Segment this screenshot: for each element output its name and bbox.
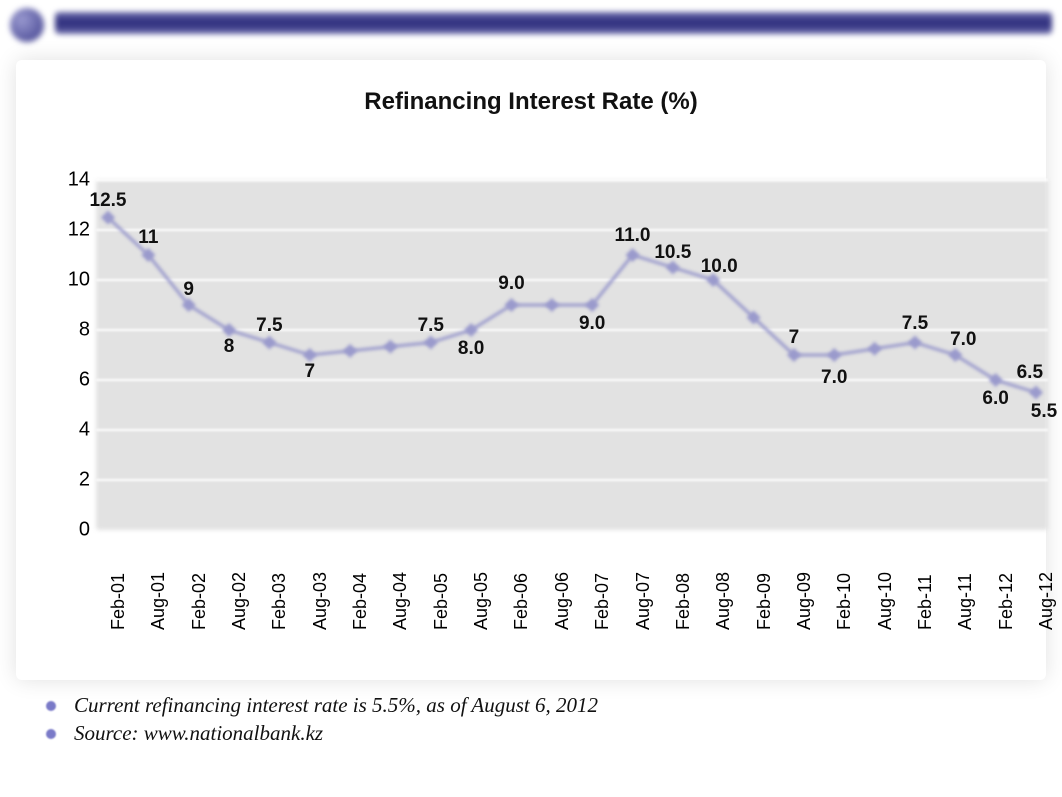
data-label: 12.5 xyxy=(90,190,127,212)
data-label: 9 xyxy=(183,279,194,301)
line-svg xyxy=(50,150,1050,660)
note-item: Source: www.nationalbank.kz xyxy=(46,721,1042,746)
note-item: Current refinancing interest rate is 5.5… xyxy=(46,693,1042,718)
data-label: 7.5 xyxy=(902,313,928,335)
data-label: 7 xyxy=(789,327,800,349)
data-label: 8.0 xyxy=(458,338,484,360)
data-label: 11 xyxy=(138,227,158,249)
data-label: 10.5 xyxy=(654,242,691,264)
data-label: 7.5 xyxy=(418,315,444,337)
chart-area: 02468101214Feb-01Aug-01Feb-02Aug-02Feb-0… xyxy=(50,150,1050,660)
header-bar xyxy=(55,12,1052,34)
data-label: 6.0 xyxy=(982,388,1008,410)
header-dot xyxy=(10,8,44,42)
data-label: 7 xyxy=(304,361,315,383)
notes-list: Current refinancing interest rate is 5.5… xyxy=(46,690,1042,749)
data-label: 11.0 xyxy=(615,225,651,247)
data-label: 7.5 xyxy=(256,315,282,337)
data-label: 7.0 xyxy=(821,367,847,389)
note-text: Source: www.nationalbank.kz xyxy=(74,721,323,746)
bullet-icon xyxy=(46,701,56,711)
data-label: 6.5 xyxy=(1017,362,1043,384)
data-label: 5.5 xyxy=(1031,401,1057,423)
chart-title: Refinancing Interest Rate (%) xyxy=(0,88,1062,116)
data-label: 9.0 xyxy=(498,273,524,295)
note-text: Current refinancing interest rate is 5.5… xyxy=(74,693,598,718)
data-label: 7.0 xyxy=(950,329,976,351)
data-label: 9.0 xyxy=(579,313,605,335)
data-label: 10.0 xyxy=(701,256,738,278)
data-label: 8 xyxy=(224,336,235,358)
bullet-icon xyxy=(46,729,56,739)
